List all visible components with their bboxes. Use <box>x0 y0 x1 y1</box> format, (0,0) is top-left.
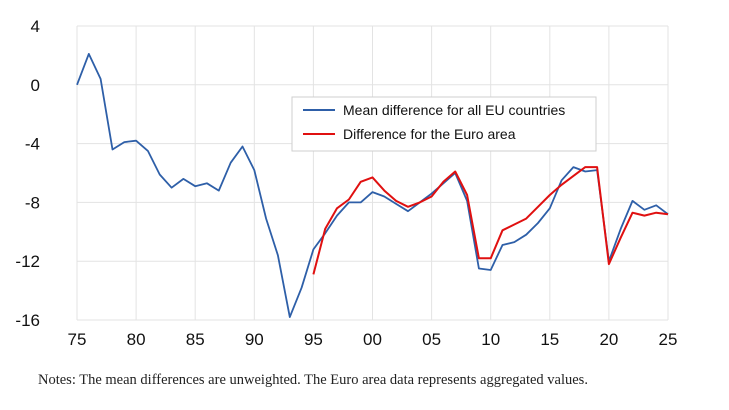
grid <box>76 25 669 321</box>
y-axis-labels: 4 0 -4 -8 -12 -16 <box>15 17 40 330</box>
series-lines <box>76 53 669 319</box>
legend: Mean difference for all EU countries Dif… <box>291 96 597 152</box>
x-tick-label: 05 <box>422 330 441 349</box>
x-tick-label: 00 <box>363 330 382 349</box>
x-axis-labels: 75 80 85 90 95 00 05 10 15 20 25 <box>68 330 678 349</box>
x-tick-label: 85 <box>186 330 205 349</box>
x-tick-label: 25 <box>659 330 678 349</box>
line-chart: 4 0 -4 -8 -12 -16 75 80 85 90 95 00 05 10 15 20 25 Mean… <box>15 17 678 349</box>
x-tick-label: 20 <box>599 330 618 349</box>
y-tick-label: -4 <box>25 135 40 154</box>
x-tick-label: 90 <box>245 330 264 349</box>
y-tick-label: 4 <box>31 17 40 36</box>
x-tick-label: 75 <box>68 330 87 349</box>
y-tick-label: -8 <box>25 193 40 212</box>
y-tick-label: -12 <box>15 252 40 271</box>
legend-label-euro-area: Difference for the Euro area <box>343 126 516 142</box>
series-line-euro-area <box>312 166 669 275</box>
series-line-mean-eu <box>76 53 669 319</box>
y-tick-label: -16 <box>15 311 40 330</box>
y-tick-label: 0 <box>31 76 40 95</box>
legend-label-mean-eu: Mean difference for all EU countries <box>343 102 565 118</box>
chart-notes: Notes: The mean differences are unweight… <box>38 372 588 388</box>
legend-box <box>291 96 597 152</box>
x-tick-label: 95 <box>304 330 323 349</box>
x-tick-label: 10 <box>481 330 500 349</box>
x-tick-label: 80 <box>127 330 146 349</box>
x-tick-label: 15 <box>540 330 559 349</box>
